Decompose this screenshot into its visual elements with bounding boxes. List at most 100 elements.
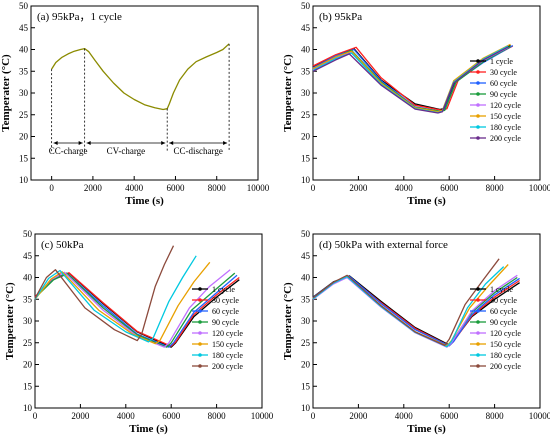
series-line — [34, 255, 197, 343]
legend-marker — [476, 136, 480, 140]
series-line — [312, 46, 509, 114]
y-tick-label: 40 — [23, 273, 33, 283]
legend-marker — [476, 125, 480, 129]
x-tick-label: 8000 — [486, 183, 505, 193]
y-tick-label: 45 — [301, 251, 311, 261]
y-tick-label: 25 — [301, 338, 311, 348]
y-tick-label: 30 — [301, 316, 311, 326]
legend-label: 120 cycle — [490, 101, 521, 110]
y-tick-label: 50 — [19, 1, 29, 11]
x-tick-label: 2000 — [349, 411, 368, 421]
x-tick-label: 4000 — [125, 183, 144, 193]
y-axis-title: Temperater (°C) — [282, 282, 294, 360]
y-tick-label: 40 — [301, 273, 311, 283]
x-tick-label: 6000 — [440, 411, 459, 421]
y-tick-label: 45 — [301, 23, 311, 33]
x-axis-title: Time (s) — [129, 423, 168, 435]
y-tick-label: 10 — [301, 175, 311, 185]
legend-label: 30 cycle — [490, 296, 517, 305]
legend-marker — [198, 331, 202, 335]
x-tick-label: 10000 — [251, 411, 274, 421]
y-tick-label: 50 — [23, 229, 33, 239]
y-tick-label: 25 — [19, 110, 29, 120]
legend-label: 150 cycle — [490, 340, 521, 349]
legend-label: 30 cycle — [212, 296, 239, 305]
legend-marker — [476, 331, 480, 335]
y-tick-label: 10 — [23, 403, 33, 413]
y-tick-label: 10 — [19, 175, 29, 185]
x-tick-label: 6000 — [162, 411, 181, 421]
y-tick-label: 25 — [23, 338, 33, 348]
panel-b: 0 2000 4000 6000 8000 10000 10 15 20 25 30 35 40 45 50… — [282, 1, 550, 207]
legend-marker — [476, 70, 480, 74]
legend-marker — [476, 309, 480, 313]
legend-label: 200 cycle — [212, 362, 243, 371]
y-tick-label: 15 — [23, 381, 33, 391]
legend-marker — [476, 342, 480, 346]
legend-marker — [476, 287, 480, 291]
legend-label: 150 cycle — [212, 340, 243, 349]
legend-label: 60 cycle — [490, 307, 517, 316]
legend-marker — [198, 320, 202, 324]
x-tick-label: 2000 — [71, 411, 90, 421]
y-tick-label: 45 — [19, 23, 29, 33]
y-tick-label: 20 — [301, 132, 311, 142]
x-tick-label: 6000 — [440, 183, 459, 193]
arrow-head — [169, 141, 174, 146]
x-axis-title: Time (s) — [407, 195, 446, 207]
x-tick-label: 0 — [33, 411, 38, 421]
legend-label: 90 cycle — [490, 90, 517, 99]
panel-title: (c) 50kPa — [41, 239, 84, 251]
x-tick-label: 0 — [311, 411, 316, 421]
legend-label: 150 cycle — [490, 112, 521, 121]
series-line — [312, 45, 509, 114]
x-tick-label: 8000 — [208, 411, 227, 421]
legend-marker — [476, 114, 480, 118]
panel-title: (a) 95kPa，1 cycle — [37, 11, 122, 23]
y-tick-label: 35 — [23, 294, 33, 304]
legend-label: 1 cycle — [490, 57, 513, 66]
x-tick-label: 2000 — [349, 183, 368, 193]
legend-marker — [198, 287, 202, 291]
x-axis-title: Time (s) — [407, 423, 446, 435]
legend-marker — [476, 81, 480, 85]
x-tick-label: 0 — [49, 183, 54, 193]
legend-marker — [198, 309, 202, 313]
y-tick-label: 35 — [301, 66, 311, 76]
legend-marker — [476, 298, 480, 302]
x-tick-label: 6000 — [166, 183, 185, 193]
x-tick-label: 0 — [311, 183, 316, 193]
legend-marker — [476, 103, 480, 107]
legend-label: 180 cycle — [212, 351, 243, 360]
arrow-head — [78, 141, 83, 146]
series-line — [51, 43, 230, 111]
x-tick-label: 4000 — [395, 183, 414, 193]
x-tick-label: 10000 — [247, 183, 270, 193]
panel-a: 0 2000 4000 6000 8000 10000 10 15 20 25 30 35 40 45 50… — [0, 1, 270, 207]
legend-label: 60 cycle — [212, 307, 239, 316]
legend-marker — [198, 342, 202, 346]
y-tick-label: 50 — [301, 1, 311, 11]
phase-label: CV-charge — [107, 146, 146, 156]
arrow-head — [86, 141, 91, 146]
legend-label: 180 cycle — [490, 123, 521, 132]
y-tick-label: 35 — [19, 66, 29, 76]
arrow-head — [53, 141, 58, 146]
panel-c: 0 2000 4000 6000 8000 10000 10 15 20 25 30 35 40 45 50… — [4, 229, 274, 435]
y-tick-label: 40 — [19, 45, 29, 55]
panel-d: 0 2000 4000 6000 8000 10000 10 15 20 25 30 35 40 45 50… — [282, 229, 550, 435]
x-tick-label: 10000 — [529, 183, 550, 193]
legend-marker — [476, 59, 480, 63]
legend-marker — [198, 364, 202, 368]
x-tick-label: 4000 — [395, 411, 414, 421]
legend-marker — [476, 320, 480, 324]
arrow-head — [223, 141, 228, 146]
legend-label: 1 cycle — [212, 285, 235, 294]
phase-label: CC-discharge — [173, 146, 222, 156]
legend-marker — [198, 298, 202, 302]
legend-label: 1 cycle — [490, 285, 513, 294]
y-tick-label: 25 — [301, 110, 311, 120]
y-axis-title: Temperater (°C) — [4, 282, 16, 360]
series-line — [312, 258, 500, 347]
x-tick-label: 2000 — [84, 183, 103, 193]
